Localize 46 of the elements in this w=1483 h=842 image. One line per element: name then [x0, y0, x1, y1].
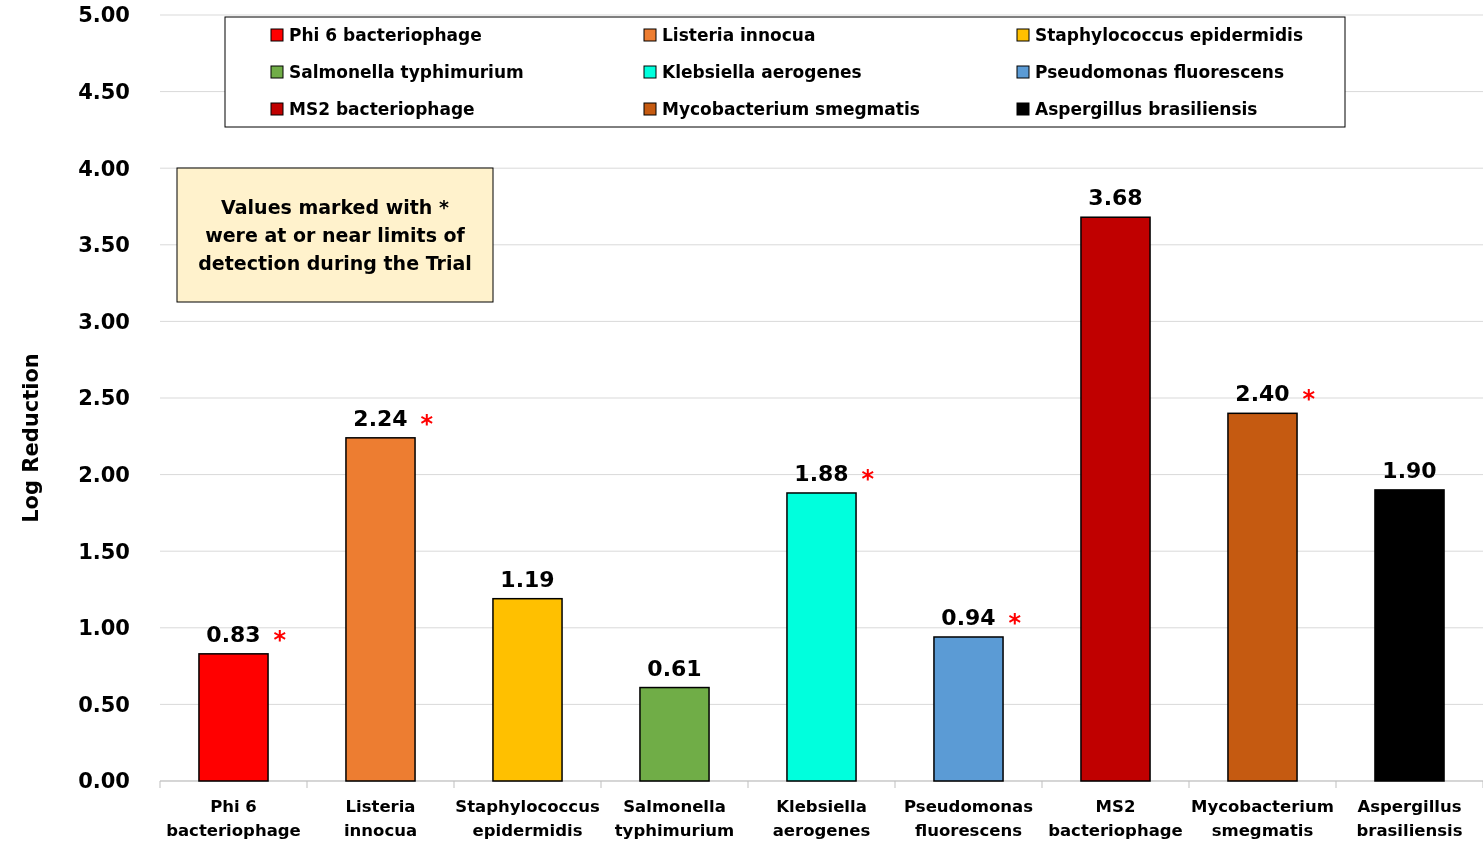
- x-tick-label: Klebsiella aerogenes: [772, 797, 871, 840]
- x-tick-label: Pseudomonas fluorescens: [904, 797, 1034, 840]
- annotation: *: [861, 464, 875, 493]
- x-tick-label: MS2 bacteriophage: [1048, 797, 1183, 840]
- annotation: *: [1302, 385, 1316, 414]
- y-tick-label: 0.50: [78, 692, 130, 717]
- data-label: 1.19: [500, 566, 555, 592]
- y-tick-label: 3.00: [78, 309, 130, 334]
- legend-label: Klebsiella aerogenes: [662, 61, 862, 82]
- y-tick-label: 3.50: [78, 233, 130, 258]
- data-label: 0.94: [941, 604, 996, 630]
- legend-label: Listeria innocua: [662, 24, 816, 45]
- x-tick-label: Listeria innocua: [343, 797, 418, 840]
- legend-label: Aspergillus brasiliensis: [1035, 98, 1258, 119]
- legend-label: Pseudomonas fluorescens: [1035, 61, 1285, 82]
- x-tick-label: Staphylococcus epidermidis: [455, 797, 600, 840]
- note-box: Values marked with * were at or near limits of detection during the Trial: [176, 167, 494, 303]
- legend-label: Phi 6 bacteriophage: [289, 24, 482, 45]
- data-label: 1.90: [1382, 457, 1437, 483]
- y-tick-label: 0.00: [78, 769, 130, 794]
- y-tick-label: 4.50: [78, 79, 130, 104]
- x-tick-label: Phi 6 bacteriophage: [166, 797, 301, 840]
- annotation: *: [1008, 608, 1022, 637]
- data-label: 3.68: [1088, 185, 1143, 211]
- x-tick-label: Salmonella typhimurium: [614, 797, 735, 840]
- y-tick-label: 5.00: [78, 3, 130, 28]
- data-label: 2.24: [353, 405, 408, 431]
- y-tick-label: 1.00: [78, 616, 130, 641]
- y-tick-label: 2.50: [78, 386, 130, 411]
- y-tick-label: 1.50: [78, 539, 130, 564]
- x-tick-label: Aspergillus brasiliensis: [1356, 797, 1463, 840]
- annotation: *: [273, 625, 287, 654]
- legend-label: MS2 bacteriophage: [289, 98, 475, 119]
- y-axis-title: Log Reduction: [19, 353, 43, 523]
- y-tick-label: 2.00: [78, 462, 130, 487]
- legend-label: Staphylococcus epidermidis: [1035, 24, 1304, 45]
- annotation: Values marked with * were at or near limits of detection during the Trial: [198, 195, 472, 274]
- data-label: 1.88: [794, 460, 849, 486]
- x-tick-label: Mycobacterium smegmatis: [1191, 797, 1334, 840]
- data-label: 0.83: [206, 621, 261, 647]
- data-label: 2.40: [1235, 381, 1290, 407]
- y-tick-label: 4.00: [78, 156, 130, 181]
- annotation: *: [420, 409, 434, 438]
- legend-label: Mycobacterium smegmatis: [662, 98, 920, 119]
- legend-label: Salmonella typhimurium: [289, 61, 524, 82]
- data-label: 0.61: [647, 655, 702, 681]
